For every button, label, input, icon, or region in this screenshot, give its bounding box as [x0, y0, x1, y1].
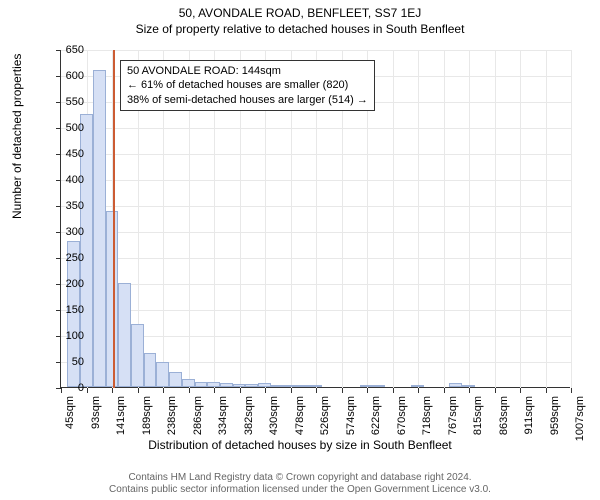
annotation-line3: 38% of semi-detached houses are larger (… [127, 93, 368, 107]
xtick-mark [495, 388, 496, 393]
xtick-label: 622sqm [370, 396, 382, 435]
x-axis-label: Distribution of detached houses by size … [0, 438, 600, 452]
footer-line1: Contains HM Land Registry data © Crown c… [0, 472, 600, 484]
xtick-label: 141sqm [115, 396, 127, 435]
ytick-label: 550 [54, 96, 84, 108]
footer-line2: Contains public sector information licen… [0, 484, 600, 496]
xtick-mark [138, 388, 139, 393]
histogram-bar [131, 324, 144, 387]
histogram-bar [93, 70, 106, 387]
xtick-label: 526sqm [319, 396, 331, 435]
ytick-label: 200 [54, 278, 84, 290]
histogram-bar [360, 385, 373, 387]
xtick-label: 478sqm [294, 396, 306, 435]
xtick-label: 911sqm [523, 396, 535, 434]
xtick-label: 959sqm [549, 396, 561, 435]
histogram-bar [156, 362, 169, 387]
xtick-label: 238sqm [166, 396, 178, 435]
histogram-bar [411, 385, 424, 387]
gridline-v [418, 50, 419, 388]
xtick-label: 45sqm [64, 396, 76, 429]
histogram-bar [144, 353, 157, 387]
histogram-bar [258, 383, 271, 387]
gridline-v [444, 50, 445, 388]
annotation-box: 50 AVONDALE ROAD: 144sqm ← 61% of detach… [120, 60, 375, 111]
chart-title-sub: Size of property relative to detached ho… [0, 20, 600, 36]
xtick-label: 93sqm [90, 396, 102, 429]
footer: Contains HM Land Registry data © Crown c… [0, 472, 600, 496]
xtick-mark [87, 388, 88, 393]
xtick-mark [367, 388, 368, 393]
xtick-label: 430sqm [268, 396, 280, 435]
histogram-bar [118, 283, 131, 387]
ytick-label: 50 [54, 356, 84, 368]
histogram-bar [284, 385, 297, 387]
annotation-line2: ← 61% of detached houses are smaller (82… [127, 78, 368, 92]
xtick-mark [316, 388, 317, 393]
gridline-v [571, 50, 572, 388]
ytick-label: 0 [54, 382, 84, 394]
histogram-bar [233, 384, 246, 387]
ytick-label: 150 [54, 304, 84, 316]
xtick-label: 863sqm [498, 396, 510, 435]
chart-title-main: 50, AVONDALE ROAD, BENFLEET, SS7 1EJ [0, 0, 600, 20]
xtick-mark [469, 388, 470, 393]
ytick-label: 450 [54, 148, 84, 160]
xtick-label: 815sqm [472, 396, 484, 435]
ytick-label: 100 [54, 330, 84, 342]
annotation-line1: 50 AVONDALE ROAD: 144sqm [127, 64, 368, 78]
xtick-label: 1007sqm [574, 396, 586, 441]
histogram-bar [245, 384, 258, 387]
gridline-v [393, 50, 394, 388]
xtick-label: 718sqm [421, 396, 433, 435]
ytick-label: 350 [54, 200, 84, 212]
xtick-mark [571, 388, 572, 393]
histogram-bar [220, 383, 233, 387]
gridline-v [546, 50, 547, 388]
histogram-bar [309, 385, 322, 387]
property-marker-line [113, 50, 115, 388]
histogram-bar [169, 372, 182, 387]
histogram-bar [296, 385, 309, 387]
xtick-mark [393, 388, 394, 393]
gridline-v [469, 50, 470, 388]
xtick-label: 382sqm [243, 396, 255, 435]
histogram-bar [182, 379, 195, 387]
ytick-label: 250 [54, 252, 84, 264]
histogram-bar [449, 383, 462, 387]
xtick-label: 189sqm [141, 396, 153, 435]
ytick-label: 300 [54, 226, 84, 238]
xtick-label: 574sqm [345, 396, 357, 435]
xtick-mark [112, 388, 113, 393]
histogram-bar [462, 385, 475, 387]
xtick-mark [240, 388, 241, 393]
xtick-label: 334sqm [217, 396, 229, 435]
ytick-label: 400 [54, 174, 84, 186]
xtick-mark [265, 388, 266, 393]
xtick-label: 670sqm [396, 396, 408, 435]
xtick-label: 286sqm [192, 396, 204, 435]
ytick-label: 600 [54, 70, 84, 82]
gridline-v [495, 50, 496, 388]
ytick-label: 500 [54, 122, 84, 134]
xtick-mark [189, 388, 190, 393]
xtick-mark [342, 388, 343, 393]
histogram-bar [271, 385, 284, 387]
histogram-bar [373, 385, 386, 387]
histogram-bar [207, 382, 220, 387]
y-axis-label: Number of detached properties [10, 54, 24, 219]
xtick-mark [520, 388, 521, 393]
histogram-bar [195, 382, 208, 387]
xtick-mark [444, 388, 445, 393]
ytick-label: 650 [54, 44, 84, 56]
chart-container: 45sqm93sqm141sqm189sqm238sqm286sqm334sqm… [60, 50, 570, 388]
histogram-bar [106, 211, 119, 387]
xtick-mark [418, 388, 419, 393]
xtick-mark [291, 388, 292, 393]
gridline-v [520, 50, 521, 388]
xtick-label: 767sqm [447, 396, 459, 435]
xtick-mark [546, 388, 547, 393]
xtick-mark [163, 388, 164, 393]
xtick-mark [214, 388, 215, 393]
